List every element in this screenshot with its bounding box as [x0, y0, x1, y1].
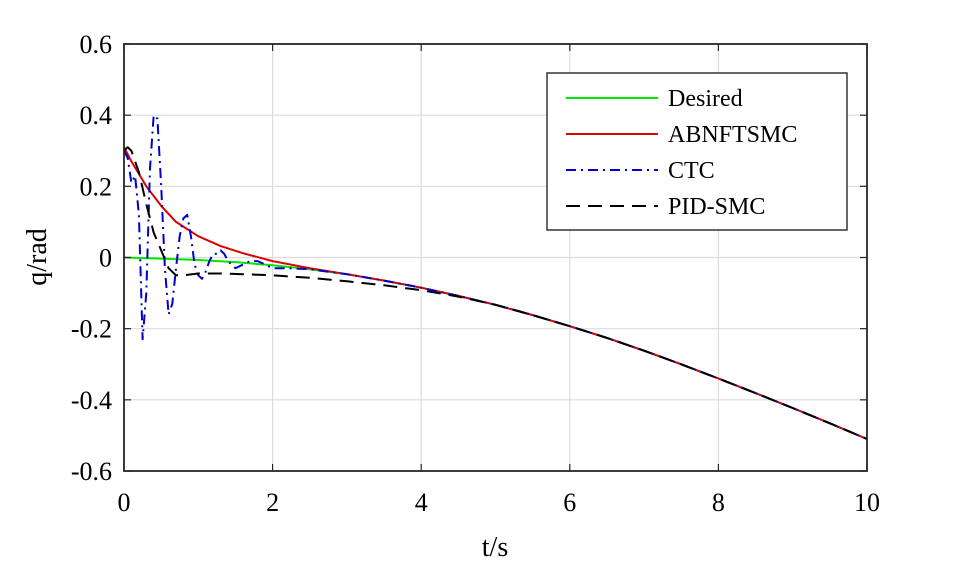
legend-label-pid-smc: PID-SMC — [668, 194, 765, 220]
x-axis-label: t/s — [482, 532, 508, 563]
legend-label-desired: Desired — [668, 86, 743, 112]
x-tick-label: 8 — [712, 488, 725, 517]
y-tick-label: -0.4 — [71, 386, 112, 415]
legend-label-ctc: CTC — [668, 158, 715, 184]
x-tick-label: 2 — [266, 488, 279, 517]
y-tick-label: -0.2 — [71, 315, 112, 344]
tick-labels: 0 2 4 6 8 10 0.6 0.4 0.2 0 -0.2 -0.4 -0.6 — [71, 30, 880, 517]
x-tick-label: 0 — [118, 488, 131, 517]
y-tick-label: -0.6 — [71, 457, 112, 486]
legend-box — [546, 72, 848, 231]
y-axis-label: q/rad — [22, 228, 53, 286]
legend-label-abnftsmc: ABNFTSMC — [668, 122, 797, 148]
x-tick-label: 6 — [563, 488, 576, 517]
y-tick-label: 0 — [99, 244, 112, 273]
x-tick-label: 10 — [854, 488, 880, 517]
grid-lines — [124, 44, 867, 471]
ticks — [123, 43, 868, 472]
y-tick-label: 0.6 — [80, 30, 113, 59]
legend: Desired ABNFTSMC CTC PID-SMC — [546, 72, 848, 231]
series-layer — [123, 114, 868, 440]
y-tick-label: 0.4 — [80, 101, 113, 130]
y-tick-label: 0.2 — [80, 172, 113, 201]
series-line-pid-smc — [123, 146, 868, 440]
x-tick-label: 4 — [415, 488, 428, 517]
